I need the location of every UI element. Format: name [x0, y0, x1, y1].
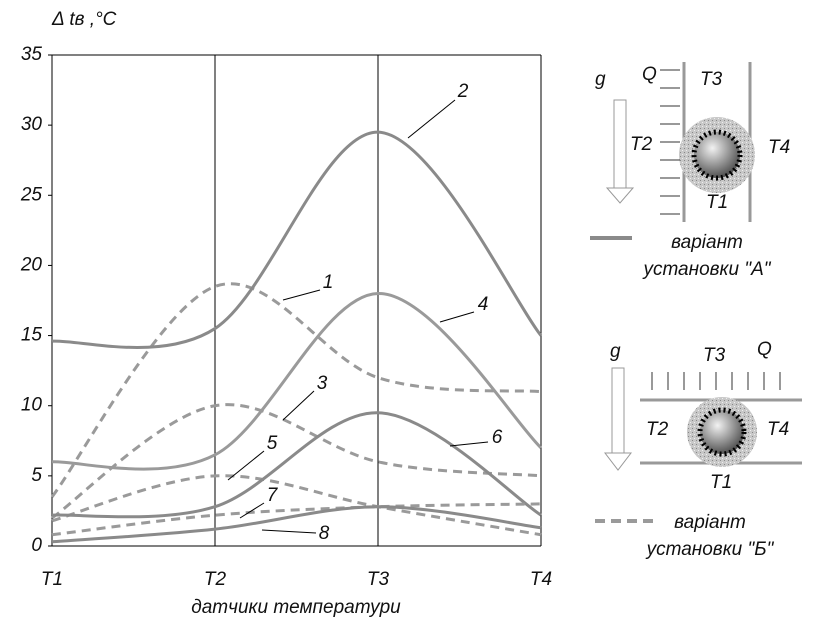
y-tick-label: 25 — [20, 184, 43, 205]
curve-label: 3 — [317, 373, 328, 394]
curve-label: 7 — [267, 485, 279, 506]
sensor-label: T4 — [768, 137, 790, 158]
legend-label: установки "А" — [641, 259, 771, 280]
leader-line — [282, 289, 321, 301]
y-tick-label: 20 — [20, 254, 43, 275]
curve-label: 5 — [267, 433, 278, 454]
y-tick-label: 30 — [21, 114, 43, 135]
series-line — [51, 130, 543, 349]
series-line — [51, 411, 542, 519]
y-axis-label: Δ tв ,°C — [51, 9, 117, 30]
series-line — [51, 403, 542, 520]
x-tick-label: T2 — [204, 569, 227, 590]
legend-label: установки "Б" — [645, 539, 775, 560]
diagram-b: g Q T3 T2 T4 T1 — [603, 339, 802, 493]
leader-line — [439, 311, 475, 323]
y-tick-label: 35 — [21, 44, 43, 65]
series-line — [51, 505, 542, 544]
curve-label: 2 — [457, 81, 469, 102]
y-tick-label: 15 — [21, 325, 43, 346]
x-tick-label: T4 — [530, 569, 552, 590]
sensor-label: T1 — [710, 472, 732, 493]
curve-label: 6 — [492, 427, 503, 448]
sensor-label: T2 — [630, 134, 653, 155]
y-tick-label: 10 — [21, 395, 43, 416]
leader-line — [239, 502, 265, 519]
y-tick-label: 5 — [31, 465, 42, 486]
x-axis-label: датчики температури — [191, 597, 401, 618]
curve-label: 1 — [323, 272, 334, 293]
curve-label: 4 — [478, 294, 489, 315]
leader-line — [449, 441, 489, 447]
x-tick-label: T1 — [41, 569, 63, 590]
sensor-label: T3 — [703, 345, 726, 366]
series-line — [51, 502, 542, 537]
leader-line — [227, 450, 265, 481]
flux-label: Q — [757, 339, 772, 360]
gravity-label: g — [595, 69, 606, 90]
sensor-label: T3 — [700, 69, 723, 90]
leader-line — [282, 390, 315, 421]
sensor-label: T2 — [646, 419, 669, 440]
flux-label: Q — [642, 64, 657, 85]
gravity-label: g — [610, 341, 621, 362]
series-line — [50, 282, 542, 498]
leader-line — [261, 529, 317, 534]
series-line — [51, 291, 543, 471]
sensor-label: T1 — [706, 192, 728, 213]
series-line — [51, 474, 542, 537]
legend-label: варіант — [671, 232, 743, 253]
legend-label: варіант — [674, 512, 746, 533]
sensor-label: T4 — [767, 419, 789, 440]
leader-line — [407, 99, 456, 139]
x-tick-label: T3 — [367, 569, 390, 590]
diagram-a: g Q T3 T2 T4 T1 — [595, 62, 790, 222]
y-tick-label: 0 — [31, 535, 42, 556]
curve-label: 8 — [319, 523, 330, 544]
